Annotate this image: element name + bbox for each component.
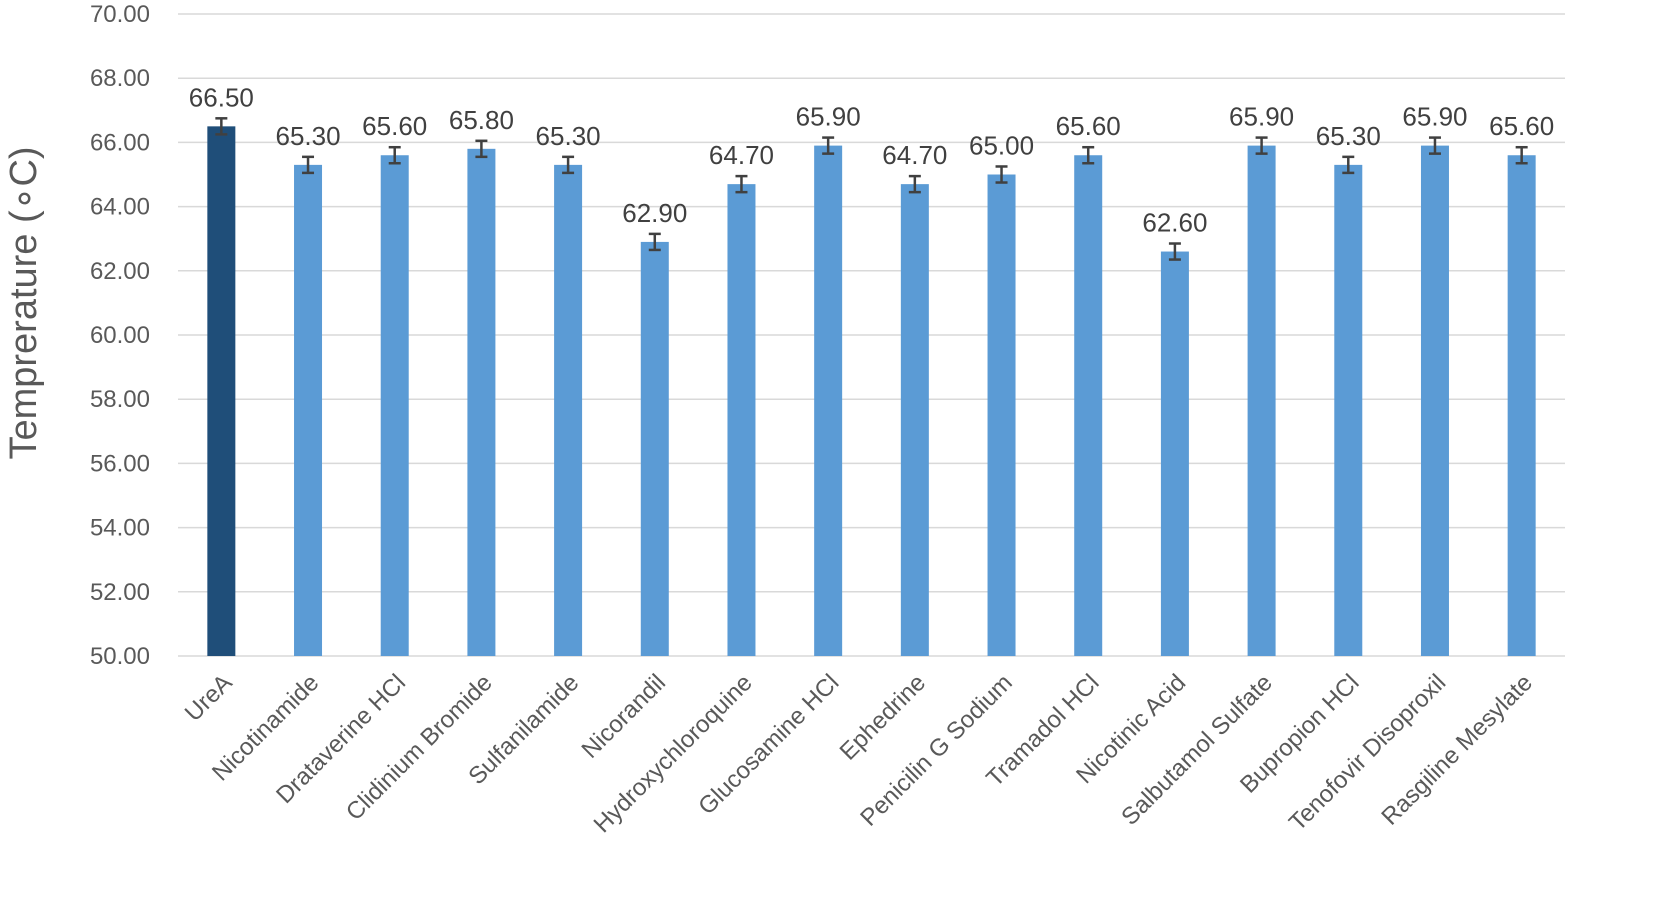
bar [207, 126, 236, 657]
bar [1334, 164, 1363, 656]
bar [1420, 145, 1449, 657]
data-label: 62.60 [1142, 208, 1207, 238]
data-label: 65.90 [796, 102, 861, 132]
data-label: 65.90 [1402, 102, 1467, 132]
data-label: 65.60 [1056, 111, 1121, 141]
data-label: 65.30 [536, 121, 601, 151]
y-tick-label: 70.00 [90, 1, 150, 28]
y-tick-label: 60.00 [90, 322, 150, 349]
data-label: 65.80 [449, 105, 514, 135]
bar [900, 184, 929, 656]
error-bar [562, 155, 575, 175]
error-bar [475, 139, 488, 159]
x-tick-label: Tenofovir Disoproxil [1284, 669, 1451, 836]
bar [1247, 145, 1276, 657]
data-label: 64.70 [709, 140, 774, 170]
bars [207, 126, 1536, 657]
bar [727, 184, 756, 656]
bar [1507, 155, 1536, 657]
y-tick-label: 54.00 [90, 515, 150, 542]
y-tick-label: 56.00 [90, 450, 150, 477]
x-tick-label: Hydroxychloroquine [589, 669, 758, 838]
bar [640, 241, 669, 656]
y-tick-label: 50.00 [90, 643, 150, 670]
x-tick-label: Salbutamol Sulfate [1116, 669, 1278, 831]
error-bar [735, 174, 748, 194]
data-label: 65.60 [362, 111, 427, 141]
y-tick-label: 64.00 [90, 194, 150, 221]
error-bar [1082, 145, 1095, 165]
data-label: 66.50 [189, 82, 254, 112]
error-bar [995, 165, 1008, 184]
error-bar [215, 117, 228, 136]
error-bar [822, 136, 835, 155]
bar [380, 155, 409, 657]
x-tick-label: Clidinium Bromide [341, 669, 498, 826]
gridlines [178, 13, 1565, 657]
y-tick-label: 52.00 [90, 579, 150, 606]
error-bar [302, 155, 315, 175]
x-tick-label: Nicorandil [576, 669, 671, 764]
x-tick-label: Penicilin G Sodium [855, 669, 1017, 831]
bar [1074, 155, 1103, 657]
bar [987, 174, 1016, 656]
data-label: 65.30 [275, 121, 340, 151]
error-bar [1428, 136, 1441, 155]
bar [814, 145, 843, 657]
data-label: 65.00 [969, 130, 1034, 160]
error-bar [1168, 242, 1181, 261]
y-axis-ticks: 50.00 52.00 54.00 56.00 58.00 60.00 62.00 64.00… [90, 1, 150, 670]
y-tick-label: 66.00 [90, 129, 150, 156]
y-tick-label: 62.00 [90, 258, 150, 285]
error-bar [1342, 155, 1355, 175]
error-bar [648, 232, 661, 252]
error-bar [1255, 136, 1268, 155]
error-bar [1515, 145, 1528, 165]
x-tick-label: UreA [180, 669, 238, 727]
data-labels: 66.50 65.30 65.60 65.80 65.30 62.90 64.70 65.90… [189, 82, 1554, 237]
bar [294, 164, 323, 656]
data-label: 65.90 [1229, 102, 1294, 132]
y-axis-title: Temprerature (∘C) [3, 146, 45, 459]
error-bar [908, 174, 921, 194]
x-tick-label: Rasgiline Mesylate [1376, 669, 1538, 831]
y-tick-label: 58.00 [90, 386, 150, 413]
data-label: 65.30 [1316, 121, 1381, 151]
data-label: 64.70 [882, 140, 947, 170]
bar [554, 164, 583, 656]
y-tick-label: 68.00 [90, 65, 150, 92]
bar [467, 148, 496, 656]
error-bars [215, 117, 1528, 261]
error-bar [388, 145, 401, 165]
bar [1160, 251, 1189, 657]
data-label: 62.90 [622, 198, 687, 228]
data-label: 65.60 [1489, 111, 1554, 141]
